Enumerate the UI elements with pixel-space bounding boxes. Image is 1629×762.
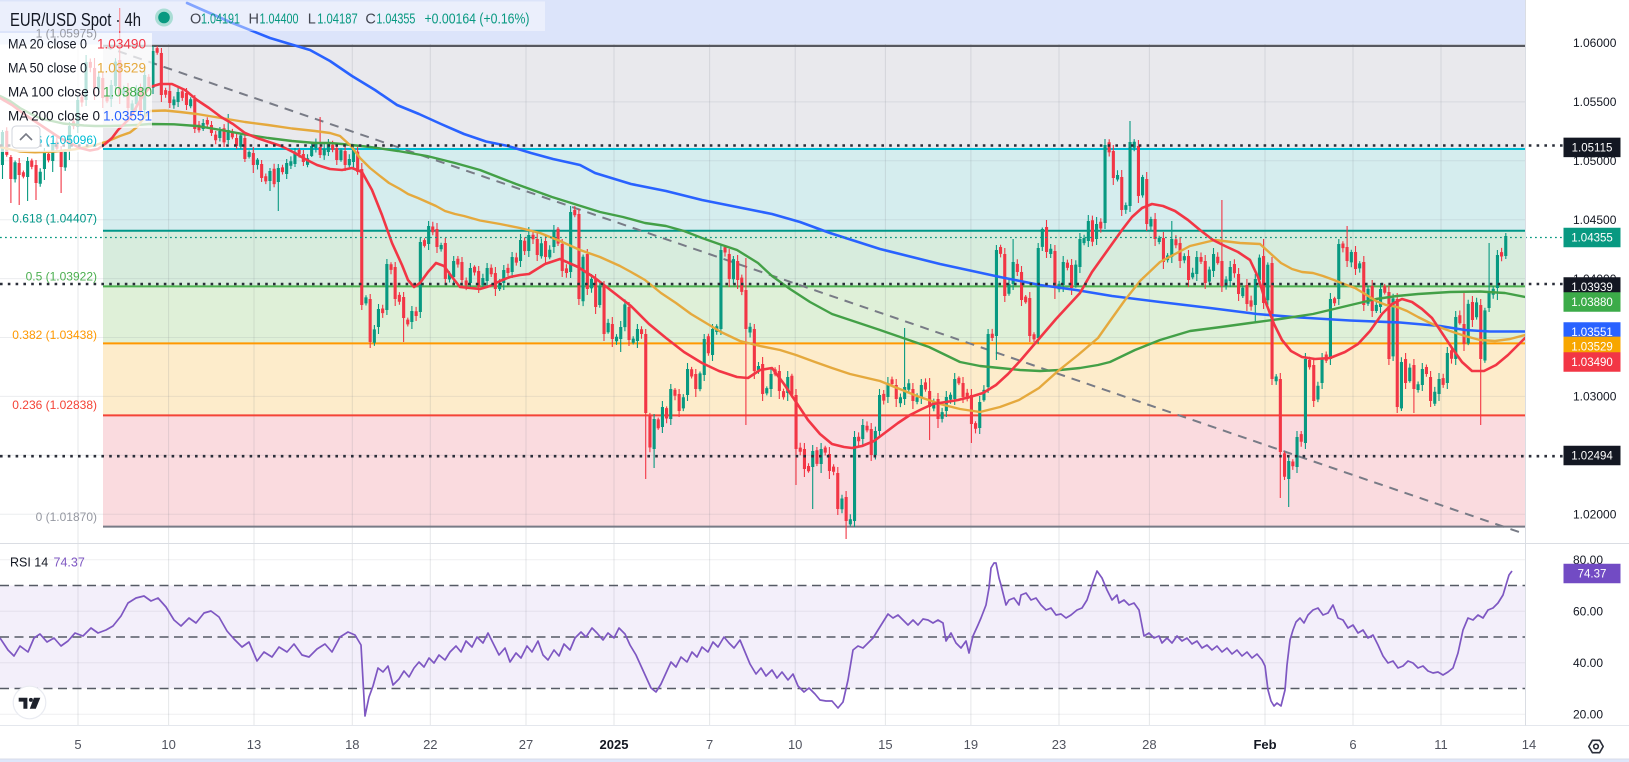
svg-text:13: 13 [247, 737, 261, 752]
svg-text:1.04355: 1.04355 [1571, 233, 1613, 245]
svg-text:0.618 (1.04407): 0.618 (1.04407) [12, 212, 97, 226]
svg-text:80.00: 80.00 [1573, 553, 1603, 567]
svg-text:1.05000: 1.05000 [1573, 154, 1617, 168]
svg-text:1.04355: 1.04355 [376, 12, 415, 28]
svg-text:1.06000: 1.06000 [1573, 36, 1617, 50]
svg-text:RSI 14: RSI 14 [10, 556, 48, 570]
svg-text:1.02000: 1.02000 [1573, 507, 1617, 521]
svg-text:10: 10 [161, 737, 175, 752]
svg-text:C: C [365, 12, 375, 28]
svg-text:1.05115: 1.05115 [1572, 143, 1613, 155]
svg-text:23: 23 [1052, 737, 1066, 752]
svg-text:1.04191: 1.04191 [201, 12, 240, 28]
svg-text:EUR/USD Spot · 4h: EUR/USD Spot · 4h [10, 9, 141, 30]
svg-text:10: 10 [788, 737, 802, 752]
svg-text:1.03551: 1.03551 [1571, 327, 1613, 339]
svg-text:1.03551: 1.03551 [103, 109, 152, 124]
svg-text:MA 50 close 0: MA 50 close 0 [8, 61, 87, 76]
svg-text:1.02494: 1.02494 [1571, 451, 1613, 463]
svg-text:1.05500: 1.05500 [1573, 95, 1617, 109]
svg-text:H: H [249, 12, 259, 28]
svg-text:1.04500: 1.04500 [1573, 213, 1617, 227]
svg-text:14: 14 [1522, 737, 1536, 752]
svg-text:40.00: 40.00 [1573, 656, 1603, 670]
svg-text:1.03529: 1.03529 [1571, 342, 1613, 354]
svg-text:Feb: Feb [1253, 737, 1276, 752]
svg-text:27: 27 [519, 737, 533, 752]
svg-text:1.04187: 1.04187 [317, 12, 358, 28]
svg-text:+0.00164 (+0.16%): +0.00164 (+0.16%) [425, 12, 530, 28]
svg-text:1.03880: 1.03880 [1571, 297, 1613, 309]
svg-text:11: 11 [1434, 737, 1448, 752]
svg-text:1.03490: 1.03490 [97, 37, 146, 52]
svg-text:74.37: 74.37 [1578, 569, 1607, 581]
svg-text:6: 6 [1349, 737, 1356, 752]
svg-text:1.04400: 1.04400 [260, 12, 299, 28]
svg-text:28: 28 [1142, 737, 1156, 752]
svg-text:18: 18 [345, 737, 359, 752]
svg-text:1.03000: 1.03000 [1573, 390, 1617, 404]
svg-text:1.03490: 1.03490 [1571, 357, 1613, 369]
svg-text:20.00: 20.00 [1573, 708, 1603, 722]
svg-text:1.03880: 1.03880 [103, 85, 152, 100]
svg-text:1 (1.05975): 1 (1.05975) [36, 27, 97, 41]
svg-text:MA 20 close 0: MA 20 close 0 [8, 37, 87, 52]
svg-text:O: O [190, 12, 201, 28]
svg-text:0 (1.01870): 0 (1.01870) [36, 510, 97, 524]
svg-text:60.00: 60.00 [1573, 605, 1603, 619]
svg-text:19: 19 [964, 737, 978, 752]
svg-text:0.382 (1.03438): 0.382 (1.03438) [12, 328, 97, 342]
svg-text:MA 200 close 0: MA 200 close 0 [8, 109, 100, 124]
svg-text:1.03529: 1.03529 [97, 61, 146, 76]
svg-text:L: L [308, 12, 316, 28]
svg-text:15: 15 [878, 737, 892, 752]
svg-text:1.03939: 1.03939 [1571, 282, 1613, 294]
svg-text:74.37: 74.37 [54, 556, 85, 570]
svg-text:MA 100 close 0: MA 100 close 0 [8, 85, 100, 100]
svg-text:5: 5 [74, 737, 81, 752]
svg-text:7: 7 [706, 737, 713, 752]
svg-text:22: 22 [423, 737, 437, 752]
svg-text:2025: 2025 [600, 737, 629, 752]
svg-text:0.5 (1.03922): 0.5 (1.03922) [26, 270, 97, 284]
svg-text:0.236 (1.02838): 0.236 (1.02838) [12, 398, 97, 412]
